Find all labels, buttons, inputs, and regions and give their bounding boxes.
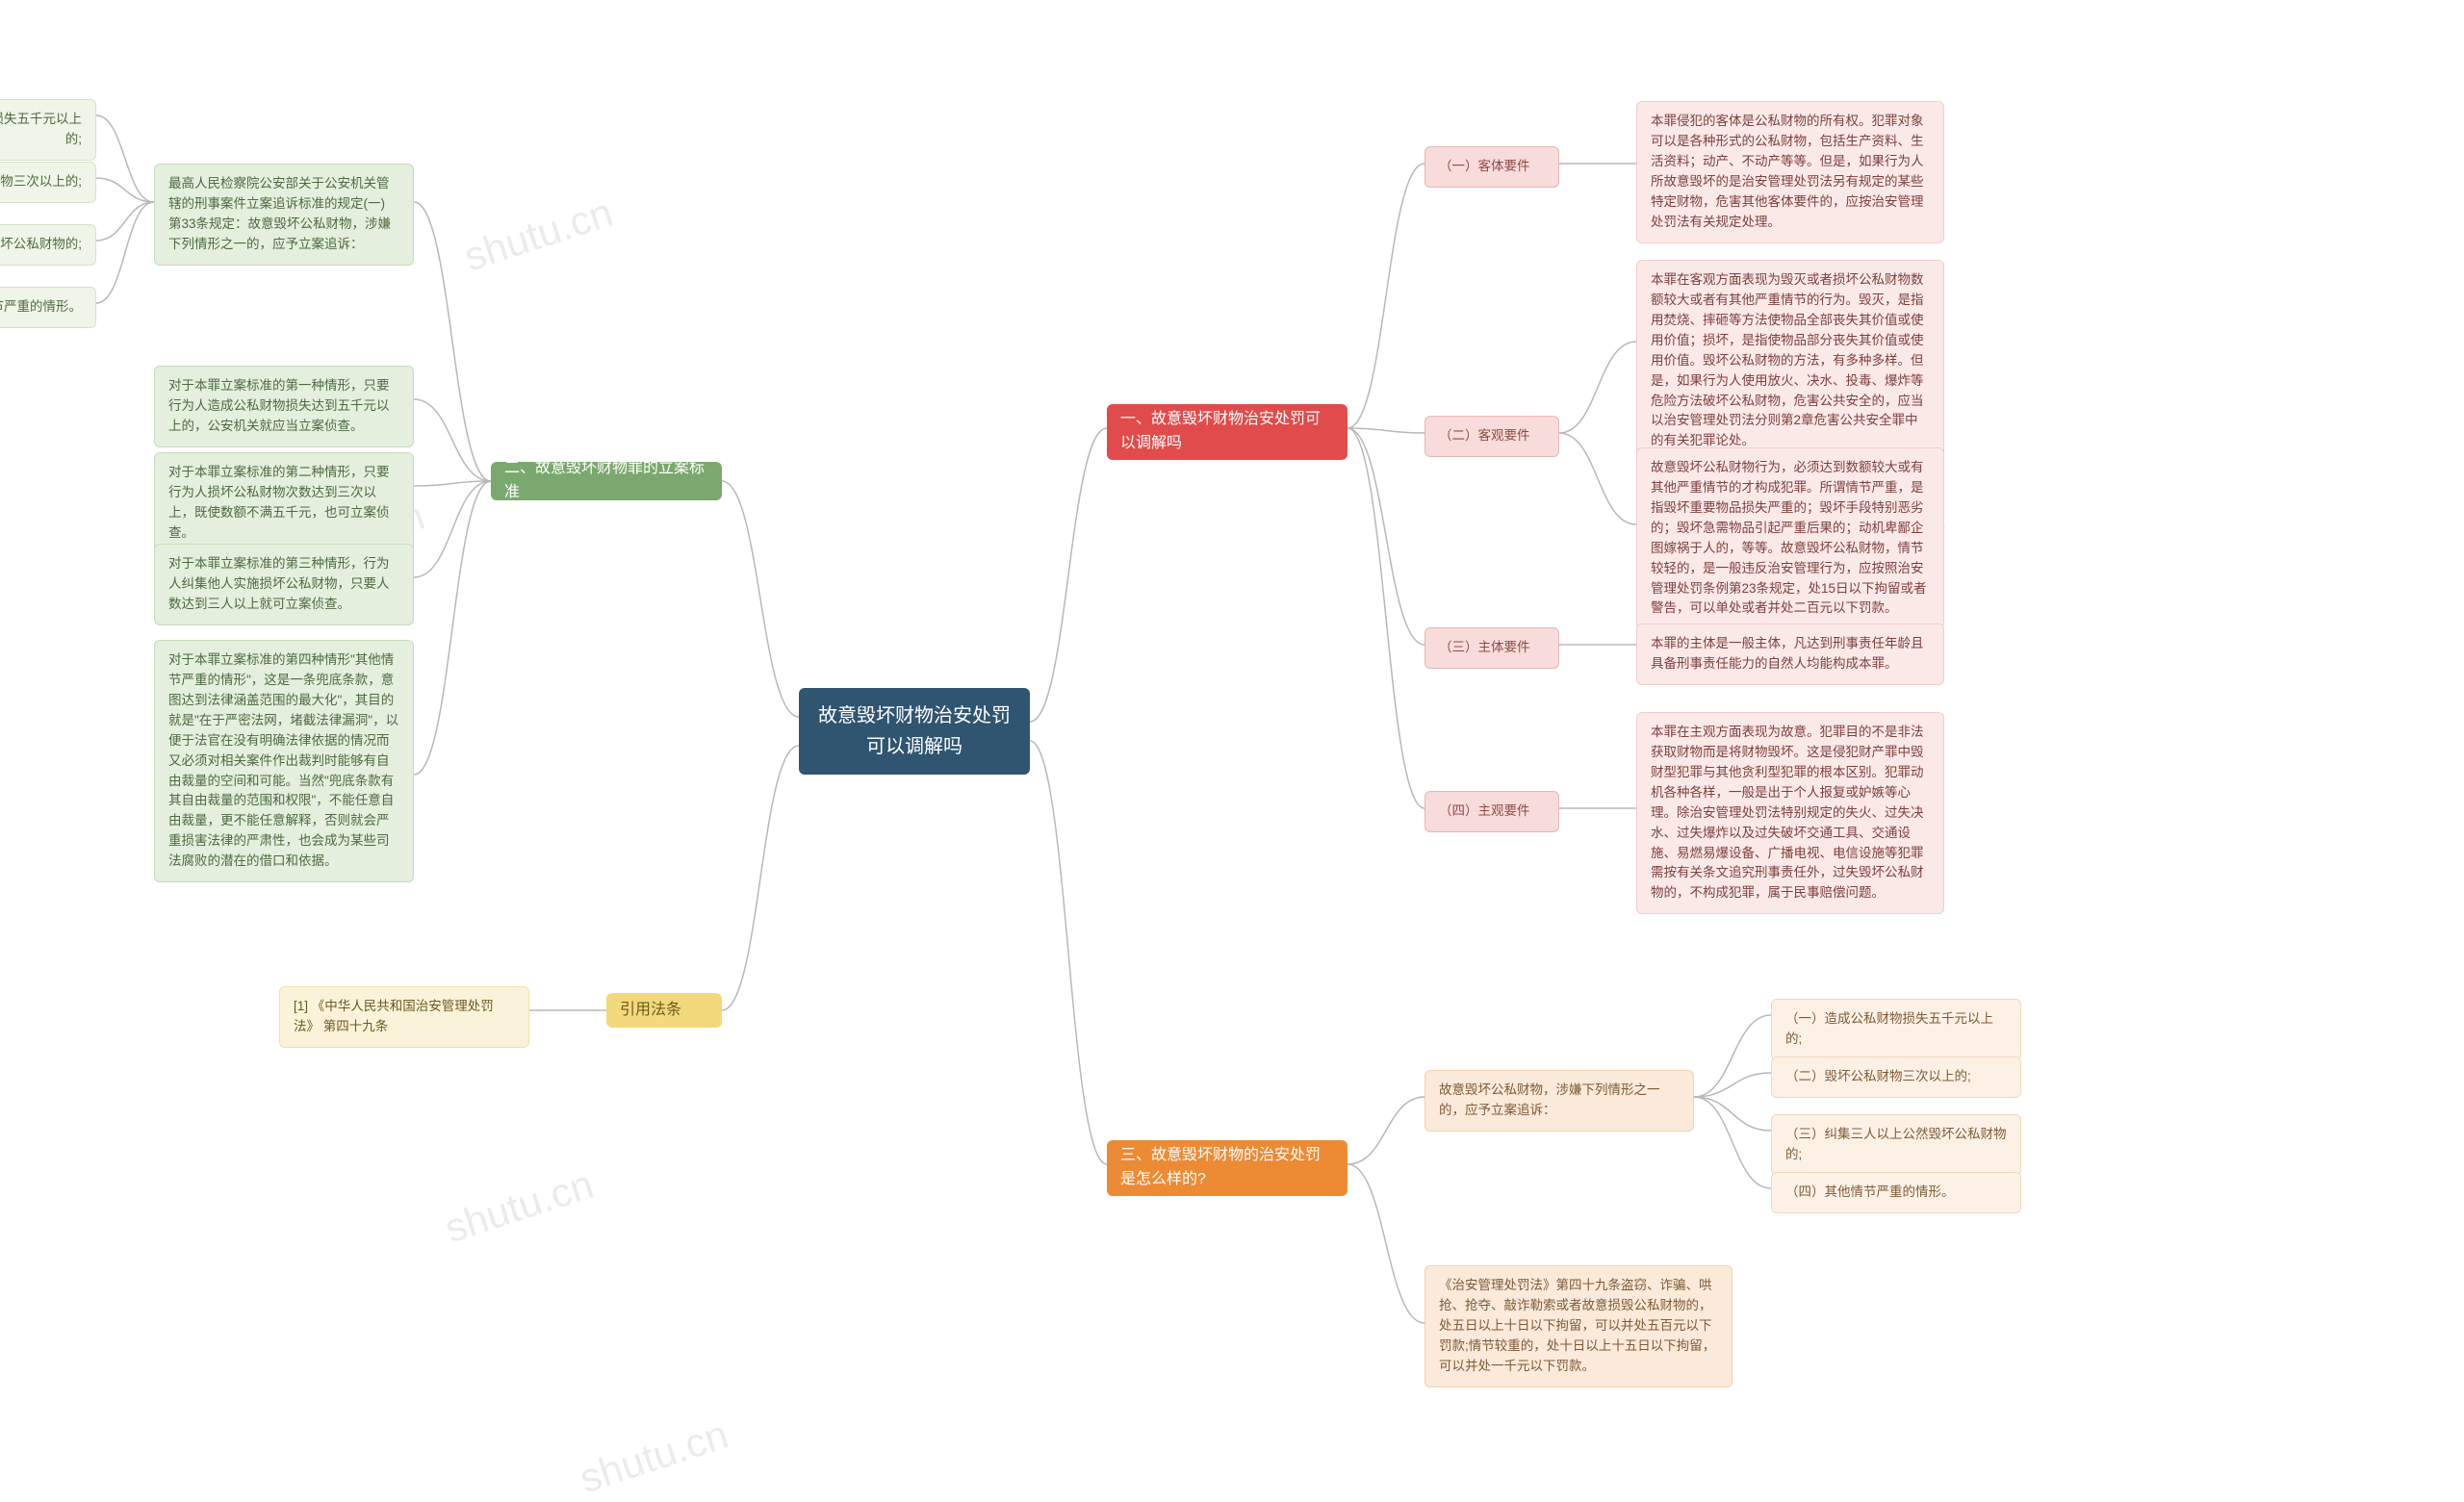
branch-2-label: 二、故意毁坏财物罪的立案标准 [504,457,708,505]
b1-sub2-d1: 本罪在客观方面表现为毁灭或者损坏公私财物数额较大或者有其他严重情节的行为。毁灭，… [1636,260,1944,462]
b1-sub3-detail-text: 本罪的主体是一般主体，凡达到刑事责任年龄且具备刑事责任能力的自然人均能构成本罪。 [1651,634,1930,675]
b3-s3: （三）纠集三人以上公然毁坏公私财物的; [1771,1114,2021,1176]
b1-sub4-detail-text: 本罪在主观方面表现为故意。犯罪目的不是非法获取财物而是将财物毁坏。这是侵犯财产罪… [1651,723,1930,904]
b3-d1: 《治安管理处罚法》第四十九条盗窃、诈骗、哄抢、抢夺、敲诈勒索或者故意损毁公私财物… [1424,1265,1732,1387]
branch-1-label: 一、故意毁坏财物治安处罚可以调解吗 [1120,408,1334,456]
branch-4: 引用法条 [606,993,722,1028]
b2-d4: 对于本罪立案标准的第四种情形"其他情节严重的情形"，这是一条兜底条款，意图达到法… [154,640,414,882]
b1-sub2-d2: 故意毁坏公私财物行为，必须达到数额较大或有其他严重情节的才构成犯罪。所谓情节严重… [1636,447,1944,629]
b2-s2-text: (二)毁坏公私财物三次以上的; [0,172,82,192]
b2-top: 最高人民检察院公安部关于公安机关管辖的刑事案件立案追诉标准的规定(一) 第33条… [154,164,414,266]
b1-sub1-detail: 本罪侵犯的客体是公私财物的所有权。犯罪对象可以是各种形式的公私财物，包括生产资料… [1636,101,1944,243]
b2-s4-text: (四)其他情节严重的情形。 [0,297,82,318]
b1-sub3-label: （三）主体要件 [1439,638,1545,658]
watermark: shutu.cn [458,190,618,281]
b3-s4-text: （四）其他情节严重的情形。 [1785,1183,2007,1203]
b2-top-label: 最高人民检察院公安部关于公安机关管辖的刑事案件立案追诉标准的规定(一) 第33条… [168,174,399,255]
branch-2: 二、故意毁坏财物罪的立案标准 [491,462,722,500]
b2-d3: 对于本罪立案标准的第三种情形，行为人纠集他人实施损坏公私财物，只要人数达到三人以… [154,544,414,625]
b2-s1-text: (一)造成公私财物损失五千元以上的; [0,110,82,150]
b2-s2: (二)毁坏公私财物三次以上的; [0,162,96,203]
b1-sub4-detail: 本罪在主观方面表现为故意。犯罪目的不是非法获取财物而是将财物毁坏。这是侵犯财产罪… [1636,712,1944,914]
b1-sub1-detail-text: 本罪侵犯的客体是公私财物的所有权。犯罪对象可以是各种形式的公私财物，包括生产资料… [1651,112,1930,233]
b3-s4: （四）其他情节严重的情形。 [1771,1172,2021,1213]
root-label: 故意毁坏财物治安处罚可以调解吗 [812,700,1016,762]
b1-sub4-label: （四）主观要件 [1439,802,1545,822]
b1-sub2: （二）客观要件 [1424,416,1559,457]
b1-sub2-d1-text: 本罪在客观方面表现为毁灭或者损坏公私财物数额较大或者有其他严重情节的行为。毁灭，… [1651,270,1930,451]
branch-1: 一、故意毁坏财物治安处罚可以调解吗 [1107,404,1348,460]
b2-d4-text: 对于本罪立案标准的第四种情形"其他情节严重的情形"，这是一条兜底条款，意图达到法… [168,650,399,872]
b1-sub1: （一）客体要件 [1424,146,1559,188]
b3-s1: （一）造成公私财物损失五千元以上的; [1771,999,2021,1060]
branch-3: 三、故意毁坏财物的治安处罚是怎么样的? [1107,1140,1348,1196]
b2-d1-text: 对于本罪立案标准的第一种情形，只要行为人造成公私财物损失达到五千元以上的，公安机… [168,376,399,437]
b4-d1: [1] 《中华人民共和国治安管理处罚法》 第四十九条 [279,986,529,1048]
b2-d1: 对于本罪立案标准的第一种情形，只要行为人造成公私财物损失达到五千元以上的，公安机… [154,366,414,447]
b1-sub2-label: （二）客观要件 [1439,426,1545,446]
b1-sub3-detail: 本罪的主体是一般主体，凡达到刑事责任年龄且具备刑事责任能力的自然人均能构成本罪。 [1636,624,1944,685]
b3-s1-text: （一）造成公私财物损失五千元以上的; [1785,1009,2007,1050]
b2-s1: (一)造成公私财物损失五千元以上的; [0,99,96,161]
watermark: shutu.cn [439,1161,599,1253]
b3-s3-text: （三）纠集三人以上公然毁坏公私财物的; [1785,1125,2007,1165]
b2-s4: (四)其他情节严重的情形。 [0,287,96,328]
b1-sub3: （三）主体要件 [1424,627,1559,669]
b2-d2: 对于本罪立案标准的第二种情形，只要行为人损坏公私财物次数达到三次以上，既使数额不… [154,452,414,554]
b3-d1-text: 《治安管理处罚法》第四十九条盗窃、诈骗、哄抢、抢夺、敲诈勒索或者故意损毁公私财物… [1439,1276,1718,1377]
branch-3-label: 三、故意毁坏财物的治安处罚是怎么样的? [1120,1144,1334,1192]
b1-sub1-label: （一）客体要件 [1439,157,1545,177]
root-node: 故意毁坏财物治安处罚可以调解吗 [799,688,1030,775]
b1-sub2-d2-text: 故意毁坏公私财物行为，必须达到数额较大或有其他严重情节的才构成犯罪。所谓情节严重… [1651,458,1930,619]
watermark: shutu.cn [574,1412,733,1502]
b4-d1-text: [1] 《中华人民共和国治安管理处罚法》 第四十九条 [294,997,515,1037]
b2-d2-text: 对于本罪立案标准的第二种情形，只要行为人损坏公私财物次数达到三次以上，既使数额不… [168,463,399,544]
b3-s2-text: （二）毁坏公私财物三次以上的; [1785,1067,2007,1087]
b3-top: 故意毁坏公私财物，涉嫌下列情形之一的，应予立案追诉： [1424,1070,1694,1132]
b1-sub4: （四）主观要件 [1424,791,1559,832]
b2-s3: (三)纠集三人以上公然毁坏公私财物的; [0,224,96,266]
b3-s2: （二）毁坏公私财物三次以上的; [1771,1056,2021,1098]
branch-4-label: 引用法条 [620,999,708,1023]
b2-s3-text: (三)纠集三人以上公然毁坏公私财物的; [0,235,82,255]
b2-d3-text: 对于本罪立案标准的第三种情形，行为人纠集他人实施损坏公私财物，只要人数达到三人以… [168,554,399,615]
b3-top-label: 故意毁坏公私财物，涉嫌下列情形之一的，应予立案追诉： [1439,1081,1680,1121]
